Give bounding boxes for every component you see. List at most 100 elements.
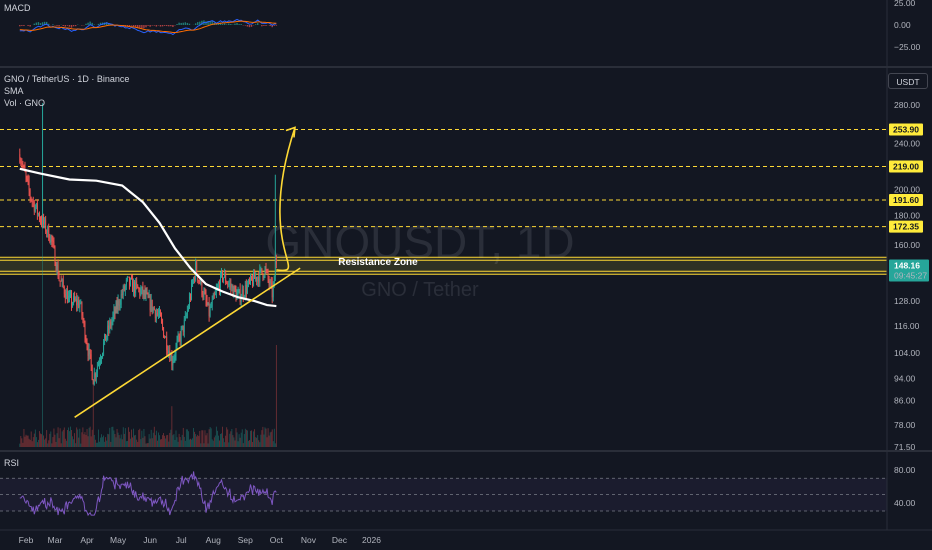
price-tick-label: 280.00 <box>894 100 920 110</box>
price-tick-label: 116.00 <box>894 321 920 331</box>
candle-body <box>112 315 114 321</box>
macd-histogram-bar <box>261 25 263 27</box>
volume-bar <box>137 441 139 447</box>
candle-body <box>100 360 101 363</box>
macd-histogram-bar <box>170 25 172 27</box>
candle-body <box>188 307 189 311</box>
candle-body <box>264 267 266 277</box>
candle-body <box>263 276 265 278</box>
macd-histogram-bar <box>273 25 275 26</box>
macd-histogram-bar <box>139 25 141 28</box>
candle-body <box>28 181 30 191</box>
macd-histogram-bar <box>70 25 73 28</box>
price-axis[interactable]: 280.00 240.00 200.00 180.00 160.00 128.00 116.… <box>889 0 929 508</box>
volume-bar <box>138 430 140 447</box>
volume-bar <box>156 440 158 447</box>
candle-body <box>159 310 160 315</box>
volume-bar <box>244 428 246 447</box>
candle-body <box>150 299 152 311</box>
volume-bar <box>76 427 78 447</box>
macd-histogram-bar <box>246 25 249 27</box>
volume-bar <box>205 435 207 447</box>
volume-bar <box>265 428 267 447</box>
volume-bar <box>64 438 66 447</box>
candle-body <box>232 286 234 297</box>
candle-body <box>222 271 223 280</box>
candle-body <box>42 216 43 225</box>
volume-bar <box>48 440 50 447</box>
sma-polyline[interactable] <box>19 167 277 308</box>
rsi-label: RSI <box>4 458 20 468</box>
candle-body <box>117 300 119 310</box>
candle-body <box>43 216 44 224</box>
candle-body <box>271 283 273 298</box>
candle-body <box>39 213 40 220</box>
volume-bar <box>129 431 130 447</box>
currency-badge[interactable]: USDT <box>888 73 928 89</box>
volume-bar <box>195 434 197 447</box>
volume-bar <box>47 443 49 447</box>
volume-bar <box>77 429 79 447</box>
macd-histogram-bar <box>89 21 91 25</box>
candle-body <box>192 282 193 284</box>
macd-histogram-bar <box>128 25 131 27</box>
candle-body <box>89 349 91 355</box>
volume-bar <box>149 438 151 447</box>
macd-histogram-bar <box>27 25 29 26</box>
drawings[interactable] <box>74 126 301 418</box>
candle-body <box>240 297 242 302</box>
candle-body <box>149 295 151 311</box>
candle-body <box>80 302 82 304</box>
candle-body <box>227 283 229 285</box>
macd-histogram-bar <box>64 25 67 27</box>
candle-body <box>235 290 237 300</box>
macd-histogram-bar <box>215 24 218 25</box>
ascending-trendline[interactable] <box>74 267 301 418</box>
macd-histogram-bar <box>99 22 102 25</box>
candle-body <box>275 258 277 265</box>
sma-label: SMA <box>4 86 24 96</box>
volume-bar <box>193 427 194 447</box>
candle-body <box>141 286 143 290</box>
time-tick-label: Dec <box>332 535 348 545</box>
candle-body <box>129 276 130 286</box>
volume-bar <box>251 430 252 447</box>
volume-bar <box>150 429 152 447</box>
candle-body <box>19 154 21 162</box>
candle-body <box>134 282 136 294</box>
macd-histogram-bar <box>201 20 203 25</box>
volume-bar <box>96 442 98 447</box>
volume-bar <box>190 438 191 447</box>
candle-body <box>63 286 65 295</box>
candle-body <box>160 310 161 317</box>
price-tag <box>889 259 929 282</box>
volume-bar <box>40 433 41 447</box>
time-axis[interactable]: Feb Mar Apr May Jun Jul Aug Sep Oct Nov Dec 2026 <box>19 535 382 545</box>
macd-histogram-bar <box>62 25 64 27</box>
projection-arrow[interactable] <box>276 127 296 272</box>
volume-bar <box>135 434 137 447</box>
macd-histogram-bar <box>126 25 129 27</box>
volume-bar <box>216 430 218 447</box>
level-tag <box>889 194 923 207</box>
macd-histogram-bar <box>257 23 259 25</box>
volume-bar <box>271 429 273 447</box>
volume-bar <box>118 435 120 447</box>
macd-histogram-bar <box>172 25 174 28</box>
volume-bar <box>261 430 263 447</box>
volume-bar <box>152 432 154 447</box>
candle-body <box>54 246 56 266</box>
macd-histogram-bar <box>58 25 60 27</box>
volume-bar <box>71 429 72 447</box>
candle-body <box>229 283 231 285</box>
macd-signal-line <box>19 20 277 34</box>
volume-bar <box>197 434 199 447</box>
candle-body <box>151 299 153 312</box>
price-tick-label: 94.00 <box>894 373 916 383</box>
volume-bar <box>124 428 126 447</box>
macd-histogram-bar <box>68 25 71 27</box>
volume-bars <box>19 107 277 447</box>
candle-body <box>171 354 173 366</box>
volume-bar <box>208 429 210 447</box>
